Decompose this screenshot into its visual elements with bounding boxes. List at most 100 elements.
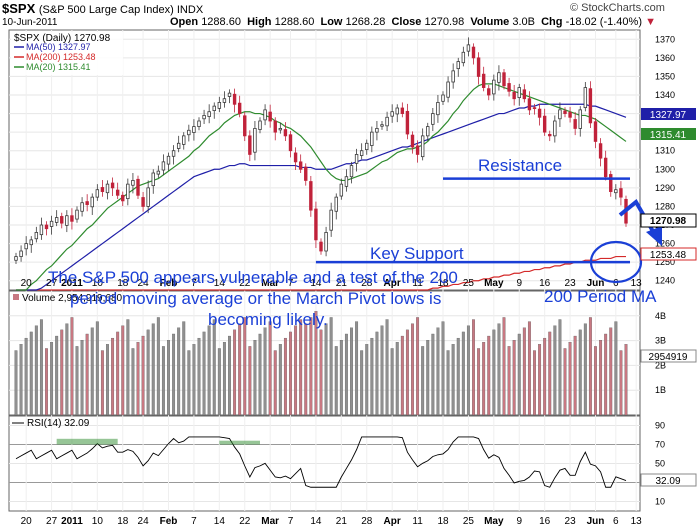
x-tick-label-top: 14 [214, 278, 226, 289]
price-tick-label: 1290 [655, 183, 675, 193]
candle-body [121, 194, 125, 202]
volume-bar [39, 319, 43, 416]
x-tick-label-bottom: May [484, 516, 504, 527]
volume-bar [65, 323, 69, 416]
volume-bar [492, 329, 496, 416]
volume-bar [426, 340, 430, 416]
candle-body [334, 196, 338, 212]
volume-bar [365, 344, 369, 416]
volume-bar [131, 348, 135, 416]
candle-body [542, 115, 547, 133]
badge-close-bg [640, 213, 697, 228]
candle-body [105, 183, 110, 194]
rsi-tick-label: 50 [655, 459, 665, 469]
low-label: Low [320, 16, 343, 28]
rsi-polyline [15, 436, 627, 488]
rsi-overbought-fill [219, 440, 260, 445]
price-tick-label: 1310 [655, 146, 675, 156]
candle-body [24, 243, 28, 250]
candle-body [481, 73, 486, 88]
candle-body [609, 174, 613, 192]
candle-body [603, 157, 608, 178]
volume-bar [360, 350, 364, 416]
x-tick-label-bottom: 25 [463, 516, 475, 527]
key-support-label: Key Support [370, 244, 464, 263]
candle-body [298, 161, 303, 170]
candle-body [227, 92, 232, 97]
volume-tick-label: 4B [655, 311, 666, 321]
volume-bar [594, 346, 597, 416]
candle-body [324, 232, 328, 252]
candle-body [222, 98, 227, 103]
x-tick-label-bottom: Apr [384, 516, 401, 527]
volume-bar [451, 344, 455, 416]
x-tick-label-bottom: 14 [214, 516, 226, 527]
volume-bar [533, 350, 536, 416]
volume-bar [487, 335, 491, 416]
x-tick-label-bottom: 13 [631, 516, 643, 527]
candle-body [400, 107, 405, 114]
header-title: $SPX (S&P 500 Large Cap Index) INDX [2, 1, 203, 16]
volume-bar [45, 348, 48, 416]
price-tick-label: 1340 [655, 90, 675, 100]
x-tick-label-bottom: 23 [565, 516, 577, 527]
candle-body [202, 115, 206, 120]
x-tick-label-top: 7 [191, 278, 197, 289]
candle-body [100, 187, 105, 192]
note-line-1: The S&P 500 appears vulnerable and a tes… [48, 268, 458, 287]
price-tick-label: 1350 [655, 71, 675, 81]
volume-bar [370, 337, 374, 416]
candle-body [217, 102, 222, 109]
candle-body [588, 88, 593, 124]
x-tick-label-top: 18 [437, 278, 449, 289]
volume-bar [400, 335, 404, 416]
volume-bar [289, 331, 292, 416]
x-tick-label-bottom: 24 [138, 516, 150, 527]
x-tick-label-bottom: 16 [539, 516, 551, 527]
volume-bar [355, 321, 359, 416]
x-tick-label-top: Mar [261, 278, 279, 289]
ma50-line [16, 103, 627, 291]
candle-body [54, 217, 59, 223]
x-tick-label-bottom: 18 [437, 516, 449, 527]
volume-bar [121, 325, 125, 416]
candle-body [339, 183, 344, 197]
candle-body [553, 120, 557, 137]
volume-bar [283, 337, 287, 416]
candle-body [593, 121, 598, 142]
x-tick-label-top: 16 [539, 278, 551, 289]
note-line-3: becoming likely. [208, 310, 328, 329]
annotations: Resistance Key Support The S&P 500 appea… [48, 156, 662, 329]
volume-bar [14, 350, 18, 416]
volume-bar [50, 342, 54, 416]
candle-body [309, 181, 313, 211]
candle-body [283, 129, 288, 137]
x-tick-label-top: 6 [613, 278, 619, 289]
volume-bar [106, 344, 109, 416]
price-badges: 1327.97 1315.41 1270.98 1253.48 2954919 … [640, 108, 697, 487]
candle-body [85, 201, 89, 205]
x-tick-label-top: 20 [21, 278, 33, 289]
date-label: 10-Jun-2011 [2, 17, 58, 28]
candle-body [512, 92, 516, 100]
x-tick-label-top: May [484, 278, 504, 289]
volume-bar [324, 323, 328, 416]
volume-bar [583, 323, 587, 416]
volume-bar [116, 331, 120, 416]
ma200-line [16, 255, 626, 291]
volume-bar [385, 319, 389, 416]
volume-bar [344, 333, 348, 416]
candle-body [304, 166, 308, 181]
candle-body [131, 180, 135, 186]
volume-bar [55, 335, 59, 416]
candle-body [182, 135, 186, 145]
volume-bar [309, 317, 313, 416]
resistance-label: Resistance [478, 156, 562, 175]
candle-body [365, 142, 369, 151]
rsi-tick-label: 70 [655, 440, 665, 450]
candle-body [405, 110, 410, 135]
volume-bar [329, 317, 333, 416]
volume-bar [431, 333, 435, 416]
x-tick-label-bottom: 7 [288, 516, 294, 527]
candle-body [410, 134, 415, 148]
